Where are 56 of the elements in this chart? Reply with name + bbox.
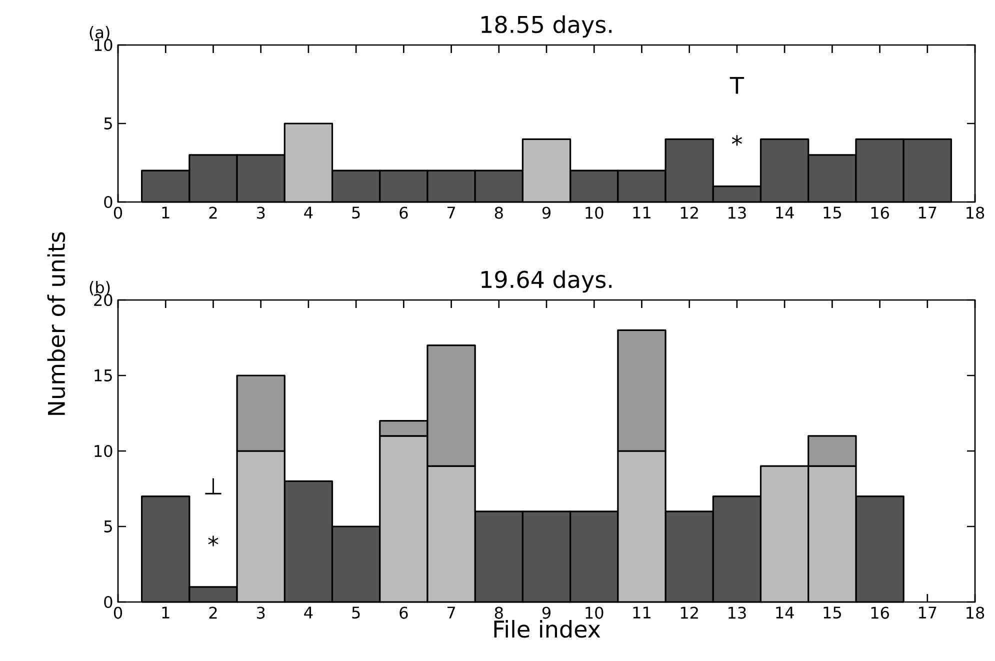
y-tick-label: 10 — [94, 38, 112, 52]
x-tick-label: 18 — [966, 206, 984, 219]
x-tick-label: 1 — [162, 606, 170, 618]
x-tick-label: 10 — [586, 606, 604, 619]
x-tick-label: 17 — [918, 206, 936, 218]
x-tick-label: 9 — [542, 606, 550, 619]
x-tick-label: 15 — [824, 606, 841, 619]
x-tick-label: 12 — [680, 606, 698, 619]
x-tick-label: 14 — [776, 606, 794, 618]
x-tick-label: 13 — [728, 206, 746, 219]
x-tick-label: 12 — [680, 206, 698, 219]
x-tick-label: 11 — [633, 606, 650, 618]
y-tick-label: 5 — [104, 118, 112, 130]
x-tick-label: 14 — [776, 206, 794, 218]
x-tick-label: 2 — [209, 606, 217, 619]
x-tick-label: 9 — [542, 206, 550, 219]
x-axis-title: File index — [494, 620, 600, 638]
y-tick-label: 20 — [94, 294, 112, 306]
x-tick-label: 3 — [256, 206, 265, 219]
x-tick-label: 10 — [586, 206, 604, 219]
x-tick-label: 17 — [918, 606, 936, 618]
x-tick-label: 7 — [448, 606, 455, 618]
y-tick-label: 10 — [94, 444, 112, 458]
text: (b) — [90, 281, 110, 296]
y-tick-label: 15 — [94, 370, 112, 382]
x-tick-label: 1 — [162, 206, 170, 218]
x-tick-label: 2 — [209, 206, 217, 219]
x-tick-label: 7 — [448, 206, 455, 218]
chart-title: 18.55 days. — [482, 15, 612, 38]
annotation: * — [732, 135, 742, 146]
x-tick-label: 18 — [966, 606, 984, 619]
y-axis-title: Number of units — [47, 232, 66, 415]
x-tick-label: 8 — [494, 606, 503, 619]
y-tick-label: 5 — [104, 520, 112, 532]
text: (a) — [90, 26, 110, 40]
x-tick-label: 0 — [114, 206, 122, 219]
annotation: T — [730, 76, 744, 94]
x-tick-label: 6 — [400, 206, 408, 219]
x-tick-label: 13 — [728, 606, 746, 619]
x-tick-label: 16 — [871, 606, 889, 619]
annotation: * — [208, 536, 218, 546]
y-tick-label: 0 — [104, 596, 112, 608]
x-tick-label: 11 — [633, 206, 650, 218]
x-tick-label: 16 — [871, 206, 889, 219]
annotation: ⊥ — [205, 478, 222, 494]
x-tick-label: 8 — [494, 206, 503, 219]
x-tick-label: 15 — [824, 206, 841, 219]
x-tick-label: 5 — [352, 606, 360, 619]
y-tick-label: 0 — [104, 196, 112, 208]
x-tick-label: 4 — [304, 606, 313, 618]
x-tick-label: 0 — [114, 606, 122, 619]
x-tick-label: 6 — [400, 606, 408, 619]
x-tick-label: 3 — [256, 606, 265, 619]
chart-title: 19.64 days. — [482, 270, 612, 293]
x-tick-label: 5 — [352, 206, 360, 219]
x-tick-label: 4 — [304, 206, 313, 218]
